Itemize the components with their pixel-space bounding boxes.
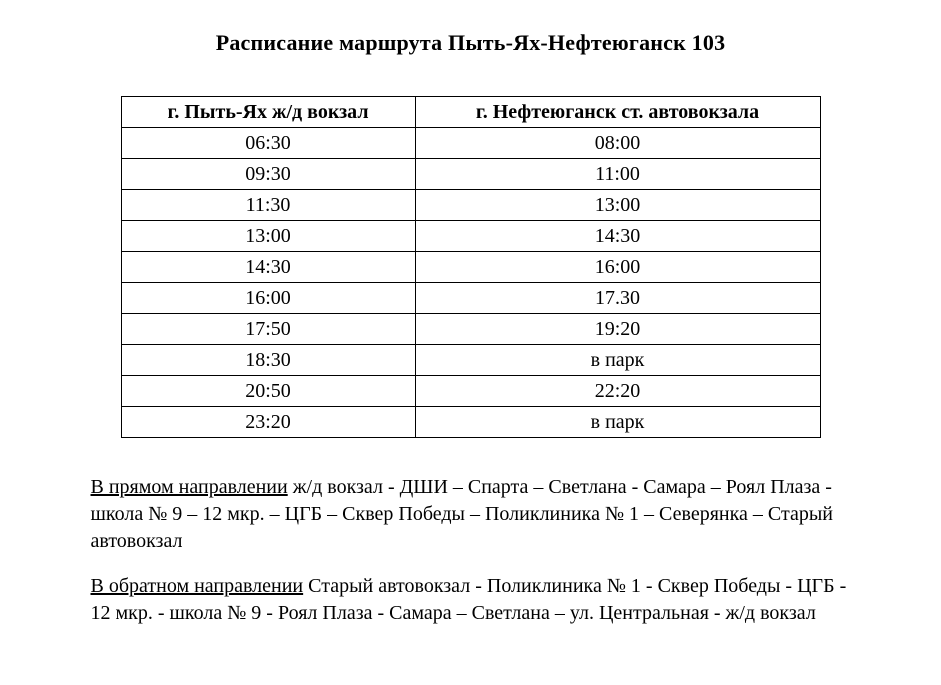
schedule-table: г. Пыть-Ях ж/д вокзал г. Нефтеюганск ст.…	[121, 96, 821, 438]
table-cell: в парк	[415, 407, 820, 438]
table-cell: в парк	[415, 345, 820, 376]
table-cell: 13:00	[415, 190, 820, 221]
table-row: 23:20в парк	[121, 407, 820, 438]
table-row: 14:3016:00	[121, 252, 820, 283]
table-row: 13:0014:30	[121, 221, 820, 252]
page-title: Расписание маршрута Пыть-Ях-Нефтеюганск …	[40, 30, 901, 56]
table-row: 17:5019:20	[121, 314, 820, 345]
table-cell: 09:30	[121, 159, 415, 190]
table-body: 06:3008:0009:3011:0011:3013:0013:0014:30…	[121, 128, 820, 438]
table-cell: 06:30	[121, 128, 415, 159]
table-row: 18:30в парк	[121, 345, 820, 376]
table-row: 06:3008:00	[121, 128, 820, 159]
table-cell: 14:30	[415, 221, 820, 252]
forward-direction-note: В прямом направлении ж/д вокзал - ДШИ – …	[91, 474, 851, 555]
table-row: 09:3011:00	[121, 159, 820, 190]
table-cell: 17.30	[415, 283, 820, 314]
backward-direction-note: В обратном направлении Старый автовокзал…	[91, 573, 851, 627]
table-header-row: г. Пыть-Ях ж/д вокзал г. Нефтеюганск ст.…	[121, 97, 820, 128]
table-cell: 19:20	[415, 314, 820, 345]
table-cell: 16:00	[415, 252, 820, 283]
table-cell: 11:30	[121, 190, 415, 221]
table-cell: 18:30	[121, 345, 415, 376]
table-cell: 17:50	[121, 314, 415, 345]
column-header: г. Пыть-Ях ж/д вокзал	[121, 97, 415, 128]
table-cell: 23:20	[121, 407, 415, 438]
forward-label: В прямом направлении	[91, 476, 288, 498]
table-cell: 13:00	[121, 221, 415, 252]
table-cell: 22:20	[415, 376, 820, 407]
backward-label: В обратном направлении	[91, 575, 304, 597]
table-cell: 16:00	[121, 283, 415, 314]
table-cell: 08:00	[415, 128, 820, 159]
column-header: г. Нефтеюганск ст. автовокзала	[415, 97, 820, 128]
table-row: 16:0017.30	[121, 283, 820, 314]
table-cell: 20:50	[121, 376, 415, 407]
table-cell: 11:00	[415, 159, 820, 190]
table-cell: 14:30	[121, 252, 415, 283]
table-row: 20:5022:20	[121, 376, 820, 407]
table-row: 11:3013:00	[121, 190, 820, 221]
route-notes: В прямом направлении ж/д вокзал - ДШИ – …	[91, 474, 851, 627]
